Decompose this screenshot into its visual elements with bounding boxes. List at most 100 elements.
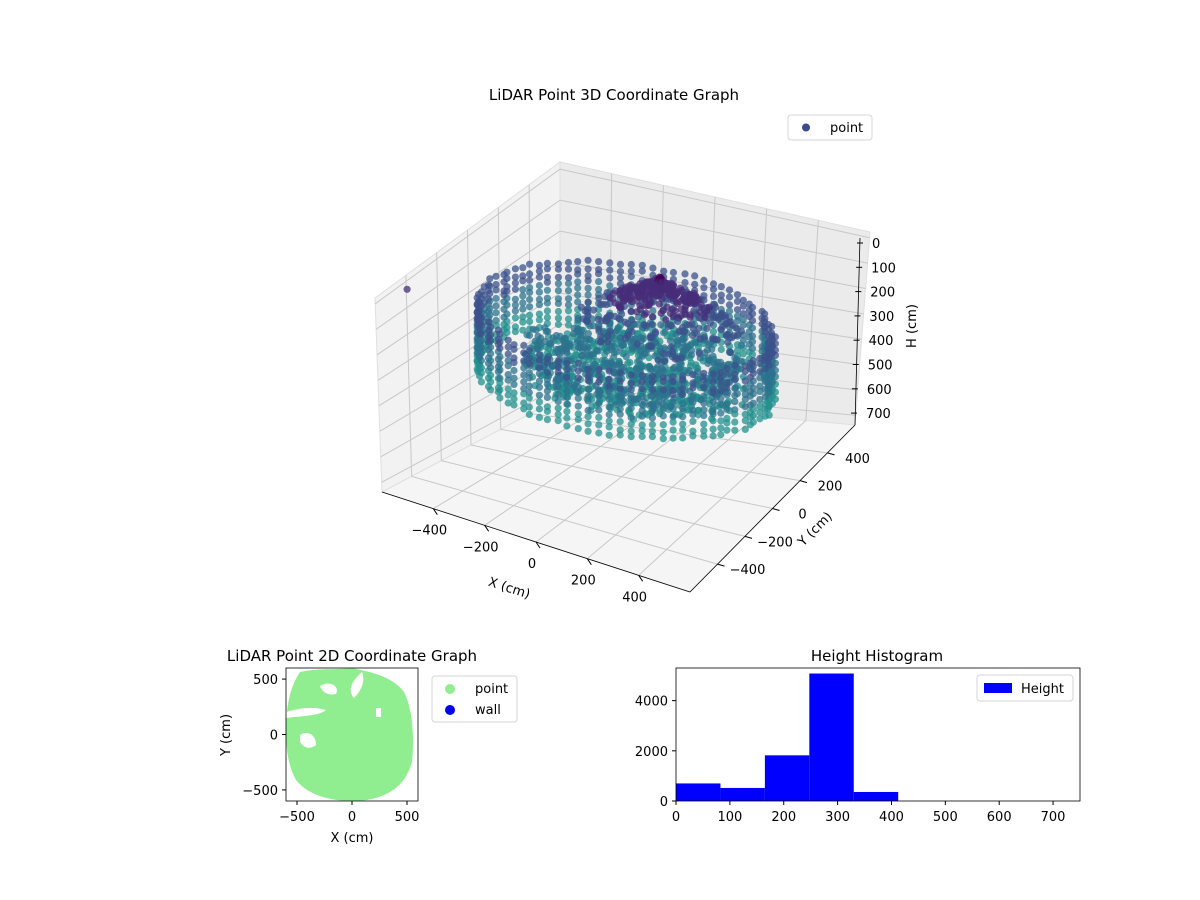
point-3d	[641, 295, 649, 303]
point-3d	[543, 259, 552, 267]
point-3d	[563, 387, 571, 395]
point-3d	[584, 385, 592, 393]
point-3d	[695, 349, 703, 358]
point-3d	[504, 391, 512, 399]
point-3d	[487, 364, 495, 372]
point-3d	[709, 405, 717, 413]
point-3d	[723, 364, 731, 373]
point-3d	[487, 337, 495, 345]
point-3d	[765, 338, 773, 346]
point-3d	[543, 380, 552, 388]
point-3d	[648, 400, 657, 408]
point-3d	[689, 384, 697, 392]
point-3d	[724, 338, 732, 346]
point-3d	[659, 412, 667, 420]
y-tick-label-3d-3: 200	[818, 480, 843, 495]
point-3d	[709, 389, 717, 397]
point-3d	[535, 273, 544, 281]
point-3d	[717, 291, 725, 299]
point-3d	[725, 301, 734, 309]
point-3d	[741, 362, 749, 370]
point-3d	[635, 357, 643, 365]
point-3d	[739, 315, 747, 323]
point-3d	[640, 285, 649, 293]
histogram-bar-3	[809, 673, 854, 801]
point-3d	[584, 256, 592, 264]
point-3d	[535, 351, 544, 359]
point-3d	[584, 265, 592, 273]
gap-2d-c	[376, 708, 381, 717]
legend-label-point-3d: point	[830, 121, 863, 136]
point-3d	[477, 320, 485, 329]
z-tick-label-3d-0: 0	[872, 237, 880, 252]
y-tick-mark-3d-0	[717, 563, 725, 567]
point-3d	[748, 310, 757, 318]
point-3d	[629, 344, 637, 352]
point-3d	[525, 410, 533, 419]
point-3d	[595, 378, 603, 386]
point-3d	[761, 365, 769, 373]
point-3d	[504, 357, 512, 365]
point-3d	[535, 398, 544, 406]
point-3d	[679, 385, 687, 393]
point-3d	[679, 434, 687, 442]
point-3d	[616, 274, 625, 282]
point-3d	[520, 364, 528, 372]
point-3d	[768, 322, 776, 331]
grid-z-left-0	[374, 168, 561, 305]
x-axis-label-3d: X (cm)	[486, 575, 532, 603]
point-3d	[492, 280, 500, 289]
point-3d	[584, 298, 592, 306]
point-3d	[592, 346, 601, 355]
point-3d	[584, 420, 592, 428]
point-3d	[709, 292, 718, 300]
point-3d	[700, 284, 708, 292]
point-3d	[563, 407, 571, 415]
point-3d	[610, 353, 618, 361]
point-3d	[606, 266, 614, 274]
x-tick-label-2d-0: −500	[279, 810, 315, 825]
point-3d	[535, 377, 544, 385]
point-3d	[616, 377, 624, 385]
y-tick-label-3d-0: −400	[730, 563, 766, 578]
grid-z-left-2	[376, 230, 561, 356]
chart-title-2d: LiDAR Point 2D Coordinate Graph	[227, 647, 477, 665]
point-3d	[403, 285, 411, 293]
point-3d	[504, 362, 512, 370]
point-3d	[487, 378, 495, 386]
point-3d	[564, 274, 573, 282]
point-3d	[669, 313, 677, 321]
point-3d	[675, 327, 684, 335]
x-tick-label-hist-4: 400	[879, 810, 904, 825]
point-3d	[543, 393, 552, 401]
point-3d	[679, 405, 687, 413]
point-3d	[595, 429, 603, 437]
point-3d	[531, 337, 539, 345]
point-3d	[748, 317, 757, 325]
point-3d	[627, 272, 635, 281]
point-3d	[700, 376, 708, 384]
point-3d	[543, 368, 552, 376]
point-3d	[683, 297, 691, 305]
histogram-bars	[676, 673, 899, 801]
point-3d	[717, 325, 725, 333]
point-3d	[693, 330, 701, 338]
point-3d	[669, 268, 678, 277]
point-3d	[605, 423, 613, 431]
point-3d	[709, 398, 717, 406]
point-3d	[500, 298, 508, 306]
point-3d	[756, 387, 764, 395]
point-3d	[535, 288, 544, 296]
point-3d	[492, 302, 500, 310]
point-3d	[670, 363, 679, 371]
point-3d	[678, 354, 686, 362]
point-3d	[496, 360, 504, 368]
point-3d	[669, 405, 677, 413]
x-tick-label-2d-1: 0	[348, 810, 356, 825]
point-3d	[657, 279, 665, 287]
point-3d	[648, 378, 657, 386]
point-3d	[595, 285, 603, 294]
point-3d	[526, 295, 534, 304]
point-3d	[741, 417, 749, 425]
point-3d	[664, 322, 672, 330]
